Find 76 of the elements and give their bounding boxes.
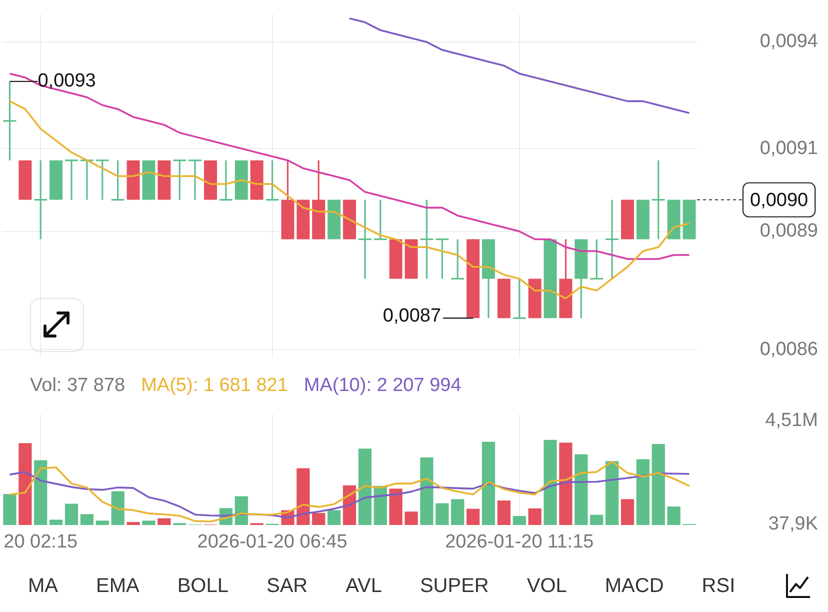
bar	[436, 503, 449, 525]
bar	[420, 457, 434, 525]
bar	[528, 508, 542, 525]
bar	[327, 510, 341, 525]
candlestick	[604, 199, 620, 280]
x-tick-label: 2026-01-20 06:45	[197, 532, 348, 553]
bar	[64, 504, 78, 525]
bar	[18, 443, 32, 525]
bar	[590, 514, 604, 525]
bar	[3, 494, 16, 525]
bar	[49, 520, 63, 525]
y-tick-label: 0,0094	[760, 31, 818, 52]
text: Vol: 37 878	[30, 375, 126, 397]
candlestick	[80, 160, 94, 201]
candlestick	[33, 160, 48, 240]
y-tick-label: 0,0089	[760, 220, 818, 242]
text: BOLL	[177, 574, 228, 598]
candlestick	[450, 238, 465, 280]
candlestick	[172, 160, 187, 201]
text: RSI	[702, 574, 736, 598]
bar	[652, 444, 665, 525]
bar	[96, 520, 109, 525]
text: MA	[28, 574, 58, 598]
bar	[312, 512, 326, 525]
bar	[605, 461, 619, 525]
bar	[497, 500, 511, 525]
bar	[80, 514, 94, 525]
x-tick-label: 20 02:15	[4, 532, 78, 553]
text: SUPER	[420, 574, 489, 598]
y-tick-label: 0,0091	[760, 138, 818, 159]
bar	[358, 448, 372, 525]
candlestick	[110, 160, 126, 201]
bar	[451, 499, 464, 525]
y-tick-label: 4,51M	[765, 410, 818, 431]
annotation: 0,0093	[38, 70, 96, 92]
bar	[296, 468, 310, 525]
bar	[158, 518, 171, 525]
candlestick	[218, 160, 234, 201]
candlestick	[651, 160, 666, 240]
bar	[636, 459, 650, 525]
bar	[620, 499, 634, 525]
candlestick	[358, 199, 372, 280]
y-tick-label: 37,9K	[768, 513, 818, 534]
bar	[374, 486, 387, 525]
candlestick	[434, 238, 450, 280]
text: MACD	[604, 574, 664, 598]
x-tick-label: 2026-01-20 11:15	[445, 532, 594, 553]
bar	[234, 496, 248, 525]
annotation: 0,0087	[382, 305, 442, 326]
bar	[404, 512, 418, 525]
bar	[34, 460, 48, 525]
text: SAR	[266, 574, 308, 598]
bar	[482, 442, 496, 525]
text: MA(5): 1 681 821	[141, 375, 288, 397]
candlestick	[512, 278, 527, 319]
bar	[512, 516, 526, 525]
text: VOL	[526, 574, 567, 598]
candlestick	[188, 160, 202, 201]
bar	[559, 442, 572, 525]
bar	[574, 454, 588, 525]
candlestick	[589, 238, 604, 280]
bar	[466, 508, 480, 525]
text: AVL	[346, 574, 382, 598]
text: EMA	[96, 574, 140, 598]
bar	[126, 522, 140, 525]
bar	[544, 440, 557, 525]
bar	[142, 520, 156, 525]
bar	[111, 491, 124, 525]
text: MA(10): 2 207 994	[304, 375, 462, 397]
bar	[667, 506, 680, 525]
bar	[389, 488, 402, 525]
candlestick	[373, 199, 388, 240]
ref-line-label: 0,0090	[750, 190, 808, 212]
candlestick	[95, 160, 110, 201]
y-tick-label: 0,0086	[760, 338, 818, 360]
candlestick	[64, 160, 79, 201]
